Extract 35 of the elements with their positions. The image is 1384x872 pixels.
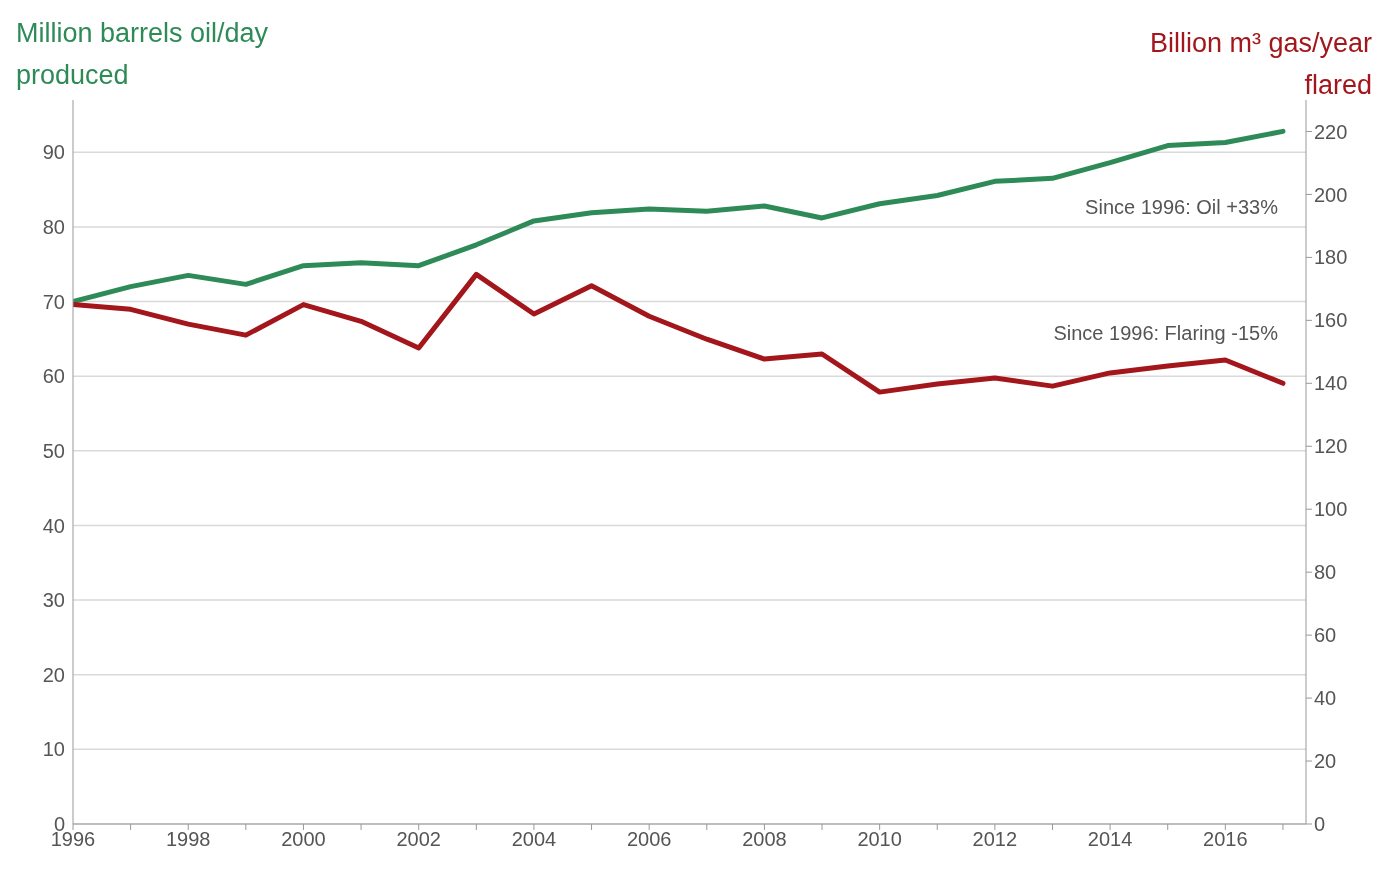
x-tick-label: 2016 — [1203, 828, 1248, 851]
y-tick-label: 60 — [42, 365, 65, 388]
y-tick-label: 40 — [42, 514, 65, 537]
y2-tick-label: 180 — [1314, 246, 1348, 269]
y-axis-title: Million barrels oil/day produced — [16, 17, 270, 92]
x-tick-label: 2004 — [511, 828, 557, 851]
y2-tick-label: 200 — [1314, 183, 1348, 206]
y2-tick-label: 160 — [1314, 309, 1348, 332]
y2-tick-label: 40 — [1314, 687, 1337, 710]
y-tick-label: 80 — [42, 215, 65, 238]
y2-tick-label: 140 — [1314, 372, 1348, 395]
y2-tick-label: 20 — [1314, 750, 1337, 773]
y2-tick-label: 0 — [1314, 813, 1326, 836]
y-tick-label: 10 — [42, 738, 65, 761]
y-tick-label: 70 — [42, 290, 65, 313]
x-tick-label: 2002 — [396, 828, 441, 851]
y2-tick-label: 220 — [1314, 120, 1348, 143]
y2-tick-label: 60 — [1314, 624, 1337, 647]
y-tick-label: 90 — [42, 141, 65, 164]
x-tick-label: 2010 — [857, 828, 902, 851]
y2-axis-title: Billion m³ gas/year flared — [1148, 27, 1372, 102]
y2-tick-label: 120 — [1314, 435, 1348, 458]
y-tick-label: 30 — [42, 589, 65, 612]
x-tick-label: 2008 — [742, 828, 787, 851]
x-tick-label: 2000 — [281, 828, 326, 851]
y2-tick-label: 100 — [1314, 498, 1348, 521]
annotation: Since 1996: Flaring -15% — [1053, 322, 1278, 345]
x-tick-label: 2006 — [626, 828, 672, 851]
x-tick-label: 1998 — [165, 828, 211, 851]
x-tick-label: 2014 — [1087, 828, 1133, 851]
y-tick-label: 20 — [42, 663, 65, 686]
y2-tick-label: 80 — [1314, 561, 1337, 584]
x-tick-label: 2012 — [972, 828, 1018, 851]
y-tick-label: 50 — [42, 439, 65, 462]
annotation: Since 1996: Oil +33% — [1085, 196, 1278, 219]
